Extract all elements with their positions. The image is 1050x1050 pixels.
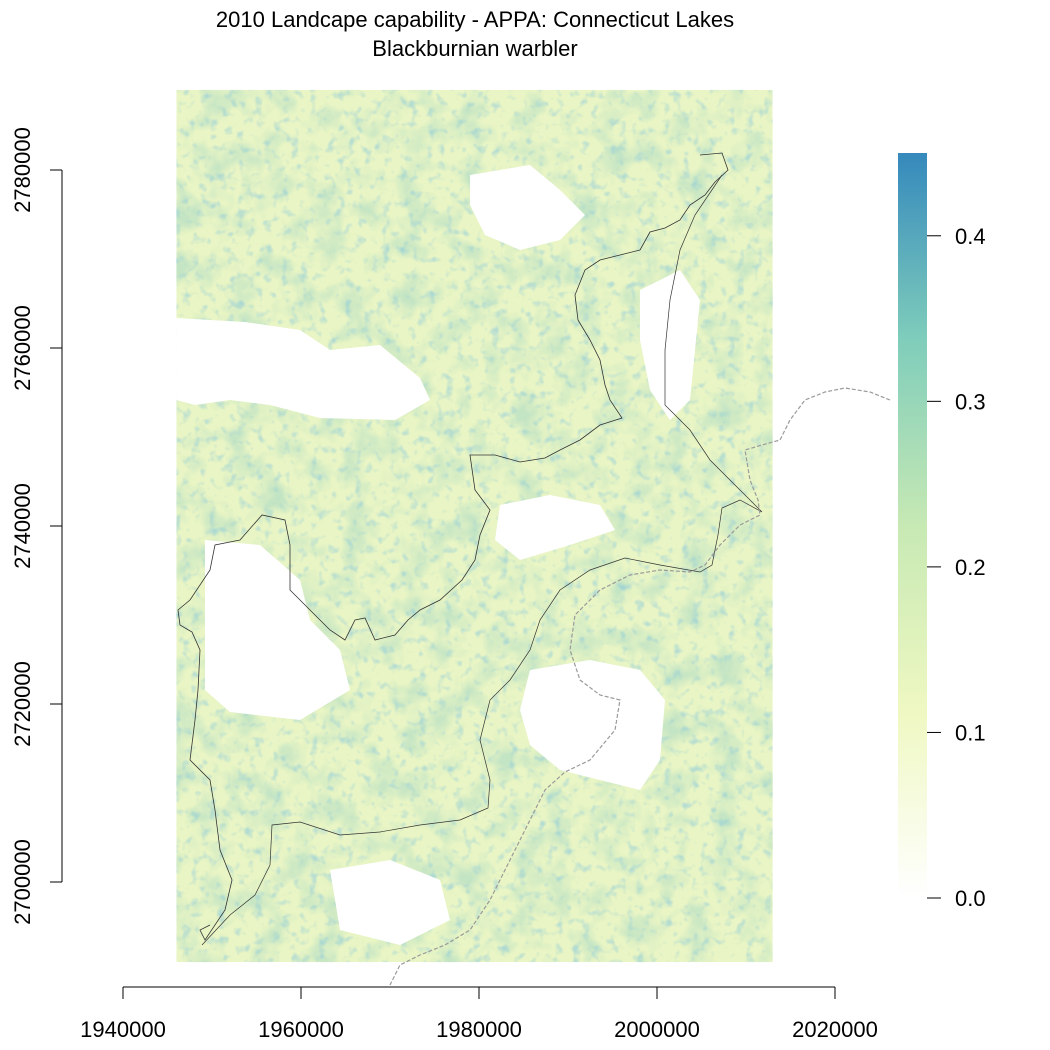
x-axis: 1940000 1960000 1980000 2000000 2020000: [80, 986, 878, 1042]
blank-area-center: [495, 495, 615, 560]
blank-area-northwest: [176, 318, 430, 420]
colorbar: [898, 153, 927, 898]
x-tick-label: 1980000: [436, 1017, 522, 1042]
colorbar-tick-label: 0.1: [955, 720, 986, 745]
blank-area-north: [470, 165, 585, 250]
y-tick-label: 2760000: [10, 305, 35, 391]
colorbar-tick-label: 0.2: [955, 555, 986, 580]
blank-area-east: [640, 270, 700, 420]
colorbar-tick-label: 0.4: [955, 224, 986, 249]
y-tick-label: 2780000: [10, 127, 35, 213]
y-tick-label: 2700000: [10, 839, 35, 925]
blank-area-west: [205, 540, 350, 720]
blank-area-southeast: [520, 660, 665, 790]
x-tick-label: 2020000: [792, 1017, 878, 1042]
raster-map: [176, 89, 773, 963]
x-tick-label: 1940000: [80, 1017, 166, 1042]
y-tick-label: 2720000: [10, 661, 35, 747]
appa-boundary-outline: [177, 152, 729, 941]
x-tick-label: 2000000: [614, 1017, 700, 1042]
x-tick-label: 1960000: [258, 1017, 344, 1042]
raster-high-value-patches: [176, 89, 773, 963]
colorbar-tick-label: 0.0: [955, 886, 986, 911]
chart-title: 2010 Landcape capability - APPA: Connect…: [216, 7, 734, 32]
state-border-line: [201, 174, 763, 946]
blank-area-south: [330, 860, 450, 945]
y-tick-label: 2740000: [10, 483, 35, 569]
chart-subtitle: Blackburnian warbler: [372, 36, 577, 61]
y-axis: 2700000 2720000 2740000 2760000 2780000: [10, 127, 63, 925]
colorbar-axis: 0.0 0.1 0.2 0.3 0.4: [927, 224, 986, 911]
country-border-dashed: [389, 387, 891, 986]
colorbar-tick-label: 0.3: [955, 389, 986, 414]
